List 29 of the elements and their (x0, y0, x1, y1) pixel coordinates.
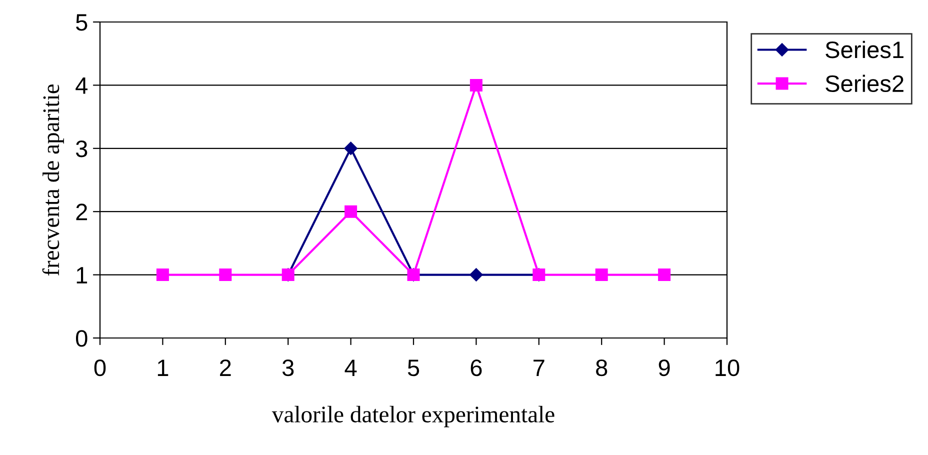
x-tick-label: 4 (344, 360, 357, 376)
x-tick-label: 3 (282, 359, 294, 376)
x-tick-label: 0 (94, 359, 106, 376)
x-tick-label: 9 (658, 359, 670, 376)
point (156, 268, 169, 282)
x-tick-label: 8 (596, 359, 608, 376)
y-tick-label: 2 (76, 204, 88, 220)
point (470, 78, 482, 92)
legend-label: Series2 (826, 74, 904, 92)
point (595, 268, 608, 282)
x-tick-label: 5 (408, 360, 420, 376)
x-tick-label: 6 (470, 359, 482, 376)
point (344, 205, 358, 218)
y-tick-label: 5 (76, 14, 88, 31)
point (658, 268, 671, 282)
y-axis-title: frecventa de aparitie (42, 84, 64, 276)
point (470, 268, 483, 282)
legend-label: Series1 (826, 40, 904, 58)
y-tick-label: 1 (76, 267, 88, 284)
x-tick-label: 1 (158, 360, 168, 376)
point (344, 142, 358, 155)
x-tick-label: 10 (716, 359, 740, 376)
x-tick-label: 7 (534, 360, 544, 376)
y-tick-label: 4 (76, 78, 88, 94)
y-tick-label: 3 (76, 140, 88, 158)
x-axis-title: valorile datelor experimentale (272, 406, 554, 428)
y-tick-label: 0 (76, 330, 88, 347)
x-tick-label: 2 (220, 359, 231, 376)
point (219, 268, 232, 282)
